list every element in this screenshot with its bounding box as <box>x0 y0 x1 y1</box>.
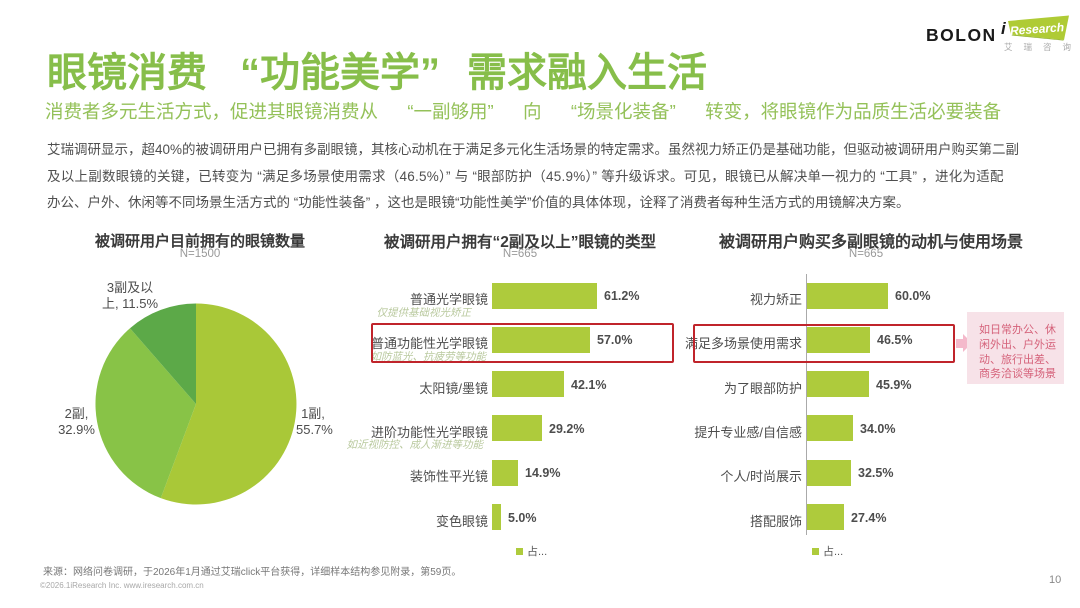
svg-text:i: i <box>1001 19 1007 38</box>
svg-text:Research: Research <box>1010 20 1065 38</box>
